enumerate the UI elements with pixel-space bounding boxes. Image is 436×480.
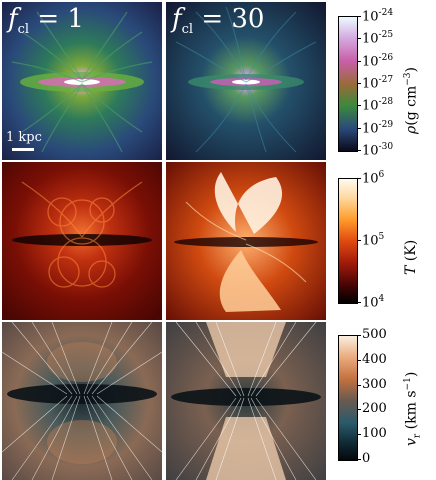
velocity-colorbar <box>338 335 358 461</box>
velocity-tick-mark <box>357 359 361 361</box>
temperature-colorbar <box>338 178 358 304</box>
density-tick-label: 10-29 <box>362 119 394 136</box>
density-tick-label: 10-30 <box>362 142 394 159</box>
velocity-tick-mark <box>357 384 361 386</box>
column-label-fcl1: fcl = 1 <box>8 4 84 38</box>
scale-bar-label: 1 kpc <box>6 130 42 145</box>
density-tick-mark <box>357 16 361 17</box>
temperature-tick-label: 104 <box>362 294 385 311</box>
velocity-tick-mark <box>357 335 361 336</box>
velocity-panel-fcl30 <box>166 322 326 480</box>
temperature-tick-label: 106 <box>362 170 385 187</box>
velocity-tick-label: 0 <box>362 451 371 466</box>
temperature-tick-mark <box>357 240 361 241</box>
temperature-tick-label: 105 <box>362 232 385 249</box>
density-tick-label: 10-25 <box>362 30 394 47</box>
density-tick-label: 10-28 <box>362 97 394 114</box>
velocity-colorbar-label: vr (km s−1) <box>403 371 423 446</box>
density-tick-mark <box>357 60 361 62</box>
density-tick-label: 10-27 <box>362 75 394 92</box>
velocity-tick-mark <box>357 459 361 460</box>
density-tick-mark <box>357 105 361 107</box>
density-tick-mark <box>357 127 361 129</box>
temperature-tick-mark <box>357 178 361 179</box>
column-label-fcl30: fcl = 30 <box>172 4 265 38</box>
density-panel-fcl1 <box>2 2 162 160</box>
temperature-panel-fcl1 <box>2 162 162 320</box>
scale-bar <box>12 148 34 151</box>
temperature-panel-fcl30 <box>166 162 326 320</box>
velocity-tick-mark <box>357 434 361 436</box>
density-tick-label: 10-26 <box>362 52 394 69</box>
velocity-tick-label: 100 <box>362 426 387 442</box>
velocity-tick-label: 300 <box>362 376 387 392</box>
velocity-tick-label: 200 <box>362 401 387 417</box>
velocity-tick-label: 500 <box>362 327 387 342</box>
density-tick-mark <box>357 38 361 40</box>
density-tick-mark <box>357 150 361 151</box>
density-colorbar <box>338 16 358 152</box>
density-panel-fcl30 <box>166 2 326 160</box>
velocity-panel-fcl1 <box>2 322 162 480</box>
velocity-tick-mark <box>357 409 361 411</box>
density-colorbar-label: ρ(g cm−3) <box>403 67 420 134</box>
density-tick-label: 10-24 <box>362 8 394 25</box>
velocity-tick-label: 400 <box>362 351 387 367</box>
temperature-tick-mark <box>357 302 361 303</box>
temperature-colorbar-label: T (K) <box>403 239 419 275</box>
density-tick-mark <box>357 83 361 84</box>
